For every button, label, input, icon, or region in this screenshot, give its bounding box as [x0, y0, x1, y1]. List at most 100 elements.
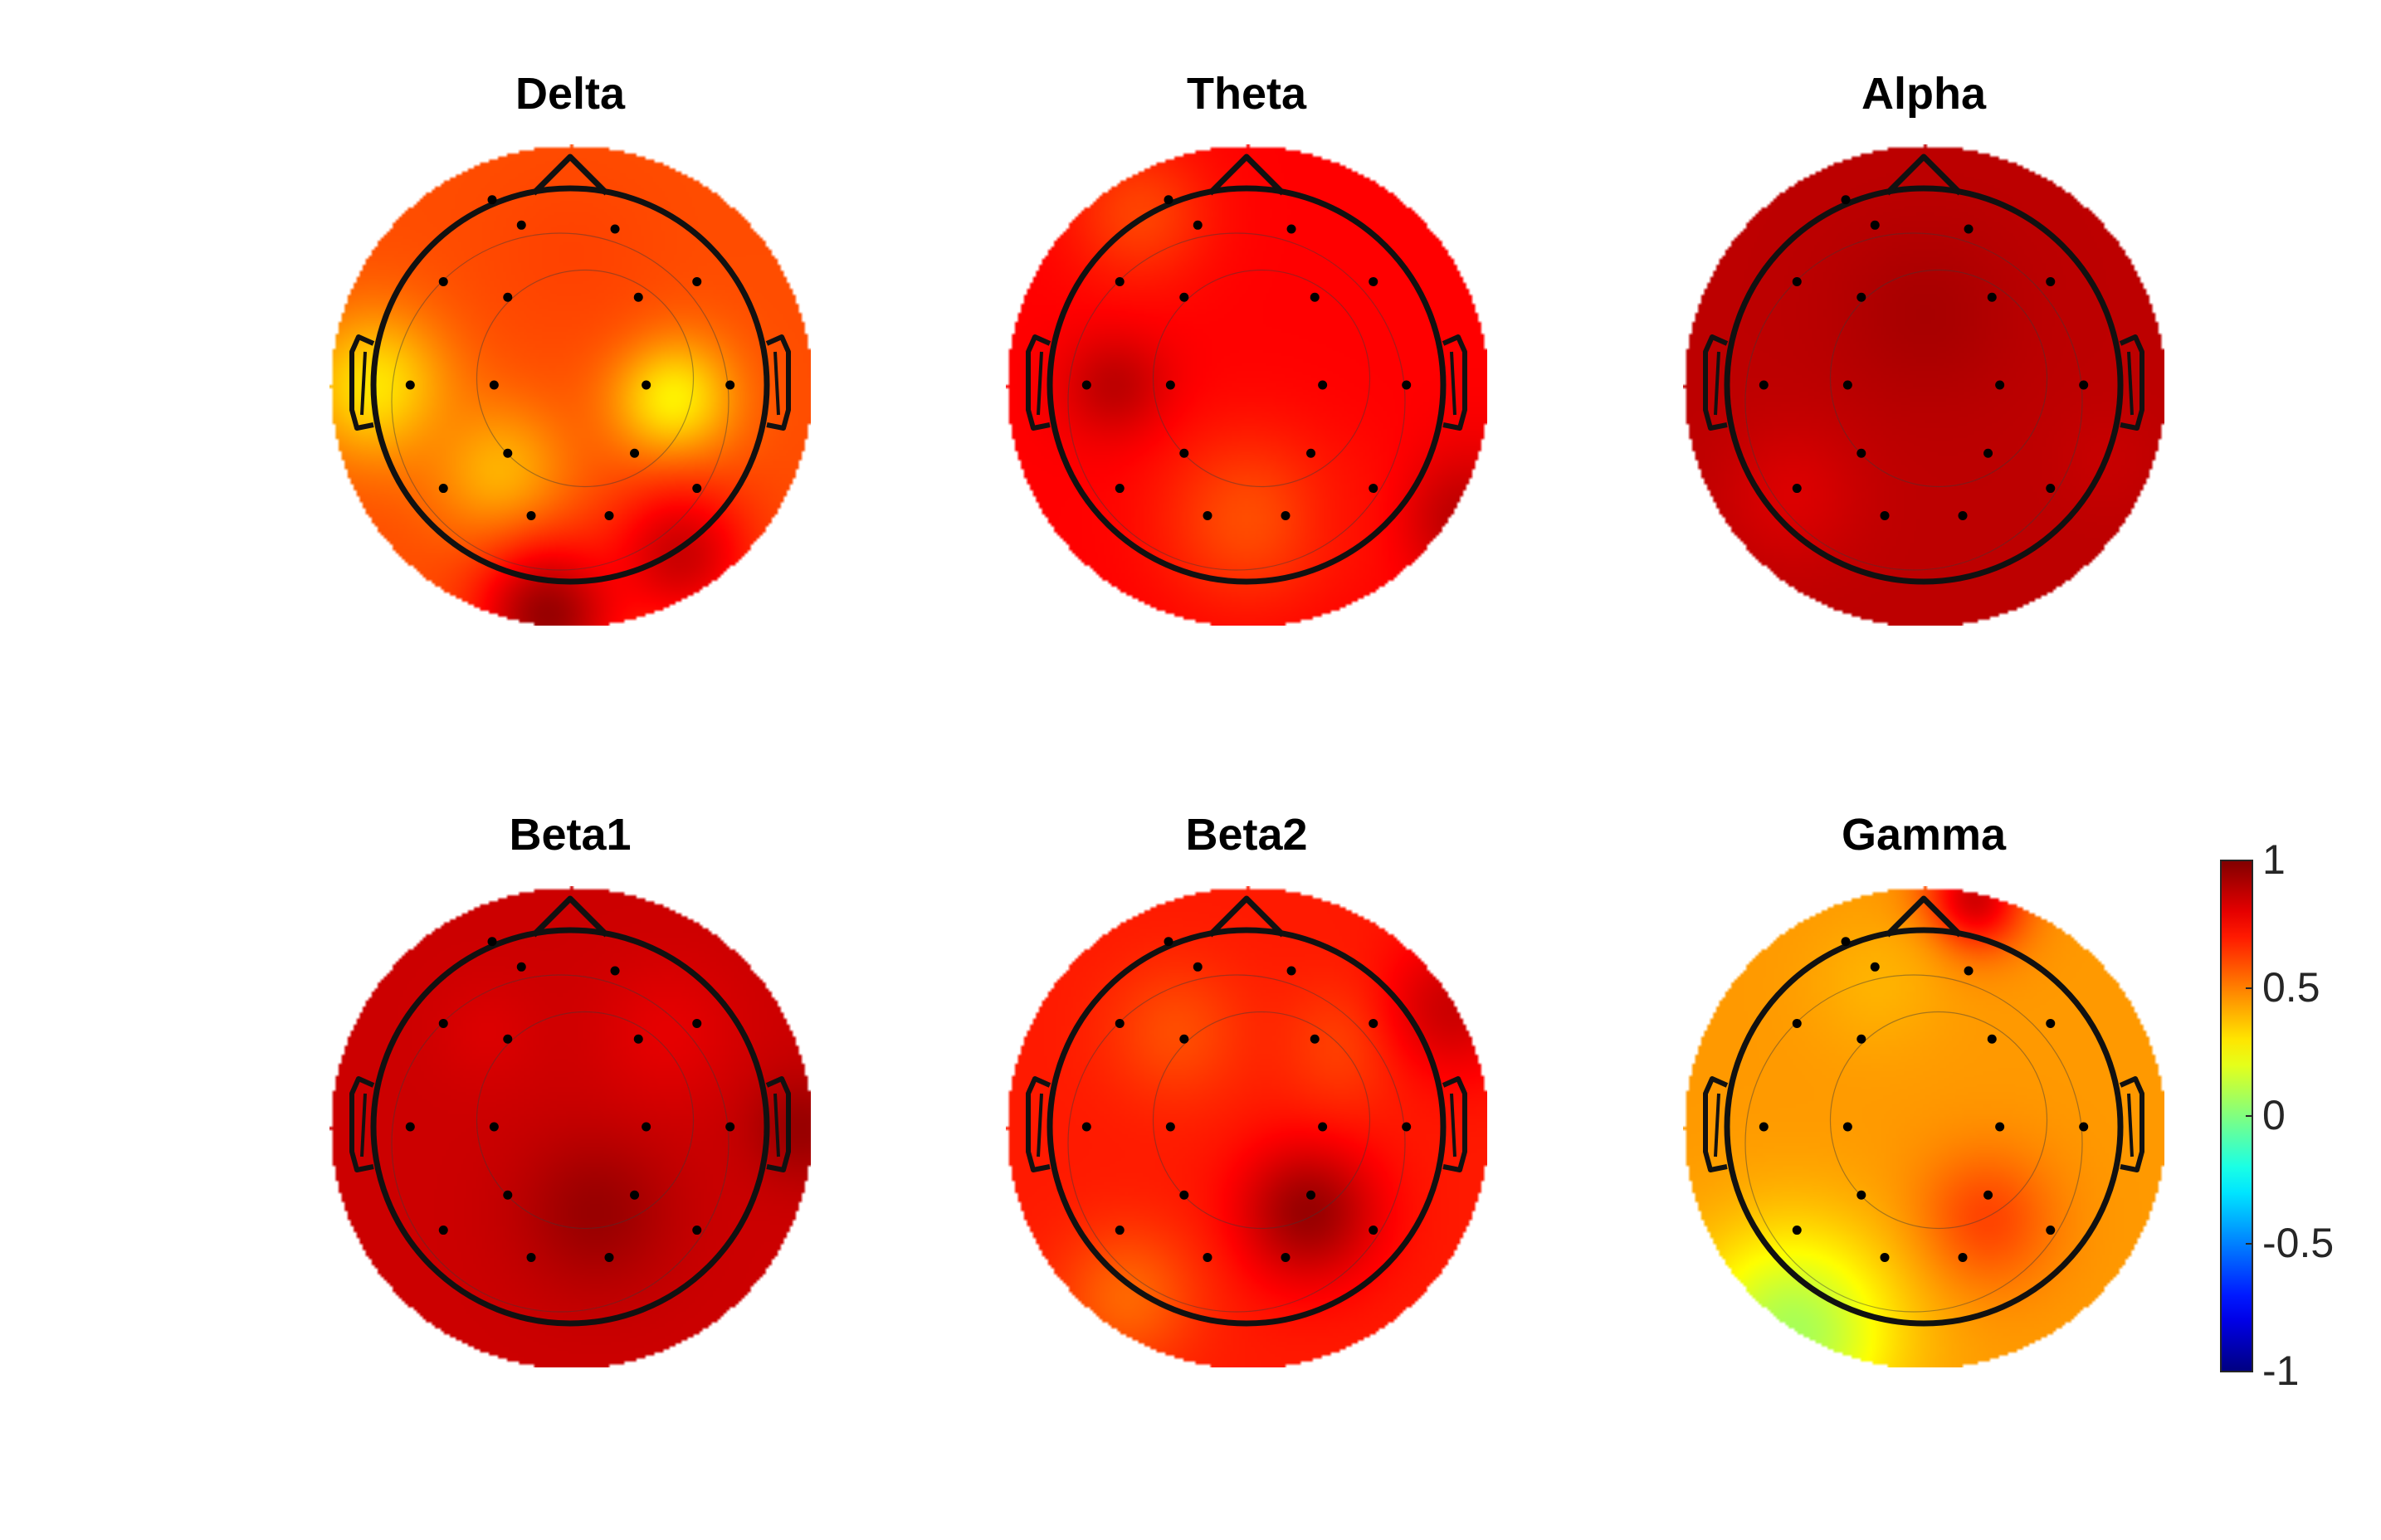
electrode-dot	[2046, 1226, 2056, 1235]
electrode-dot	[1792, 1018, 1802, 1028]
electrode-dot	[516, 962, 526, 972]
panel-title-gamma: Gamma	[1841, 810, 2007, 860]
electrode-dot	[1995, 380, 2005, 390]
electrode-dot	[1369, 276, 1378, 286]
right-ear-outline	[2119, 1076, 2144, 1172]
electrode-dot	[1856, 448, 1866, 458]
electrode-dot	[1369, 1226, 1378, 1235]
electrode-dot	[1310, 1034, 1320, 1044]
electrode-dot	[1792, 276, 1802, 286]
electrode-dot	[1164, 937, 1173, 947]
electrode-dot	[526, 1252, 536, 1262]
electrode-dot	[489, 1122, 499, 1132]
electrode-dot	[633, 1034, 643, 1044]
electrode-dot	[1995, 1122, 2005, 1132]
head-outline	[1047, 927, 1447, 1327]
colorbar-tick-label: 1	[2262, 836, 2286, 883]
panel-title-theta: Theta	[1186, 69, 1307, 119]
electrode-dot	[438, 1018, 448, 1028]
right-ear-outline	[765, 334, 791, 431]
electrode-dot	[503, 1034, 513, 1044]
electrode-dot	[1856, 1190, 1866, 1200]
topomap-alpha	[1683, 144, 2164, 626]
left-ear-outline	[1026, 1076, 1051, 1172]
electrode-dot	[1841, 937, 1851, 947]
ear-inner-line	[2127, 1093, 2134, 1157]
ear-inner-line	[1037, 1093, 1043, 1157]
electrode-dot	[1306, 1190, 1316, 1200]
left-ear-outline	[349, 334, 375, 431]
electrode-dot	[633, 292, 643, 302]
electrode-dot	[1115, 1226, 1125, 1235]
topoplot-alpha	[1683, 144, 2164, 626]
electrode-dot	[630, 448, 640, 458]
contour-line	[476, 269, 695, 488]
panel-title-delta: Delta	[515, 69, 626, 119]
panel-title-alpha: Alpha	[1861, 69, 1986, 119]
electrode-dot	[405, 380, 415, 390]
electrode-dot	[1842, 380, 1852, 390]
electrode-dot	[1870, 220, 1880, 230]
electrode-dot	[1164, 195, 1173, 205]
electrode-dot	[1193, 962, 1203, 972]
electrode-dot	[692, 1018, 702, 1028]
electrode-dot	[1179, 292, 1189, 302]
electrode-dot	[405, 1122, 415, 1132]
electrode-dot	[692, 1226, 702, 1235]
contour-line	[391, 974, 729, 1313]
electrode-dot	[526, 510, 536, 520]
electrode-dot	[1310, 292, 1320, 302]
electrode-dot	[1842, 1122, 1852, 1132]
ear-inner-line	[2127, 351, 2134, 416]
ear-inner-line	[773, 1093, 780, 1157]
electrode-dot	[2079, 380, 2089, 390]
topoplot-beta1	[329, 886, 811, 1367]
electrode-dot	[725, 1122, 735, 1132]
electrode-dot	[610, 224, 620, 234]
electrode-dot	[1286, 224, 1296, 234]
electrode-dot	[503, 448, 513, 458]
electrode-dot	[1318, 1122, 1328, 1132]
electrode-dot	[1286, 966, 1296, 976]
contour-line	[1744, 232, 2083, 571]
electrode-dot	[1203, 1252, 1212, 1262]
electrode-dot	[692, 484, 702, 494]
topomap-beta1	[329, 886, 811, 1367]
electrode-dot	[1759, 1122, 1769, 1132]
nose-outline	[531, 895, 609, 938]
electrode-dot	[1081, 380, 1091, 390]
head-outline	[1724, 927, 2124, 1327]
electrode-dot	[1203, 510, 1212, 520]
electrode-dot	[725, 380, 735, 390]
electrode-dot	[2046, 484, 2056, 494]
electrode-dot	[1369, 1018, 1378, 1028]
electrode-dot	[503, 1190, 513, 1200]
electrode-dot	[503, 292, 513, 302]
electrode-dot	[2046, 1018, 2056, 1028]
electrode-dot	[1792, 484, 1802, 494]
electrode-dot	[1281, 510, 1291, 520]
electrode-dot	[487, 937, 497, 947]
electrode-dot	[630, 1190, 640, 1200]
left-ear-outline	[1703, 334, 1729, 431]
head-outline	[1047, 185, 1447, 585]
contour-line	[1829, 269, 2048, 488]
electrode-dot	[438, 484, 448, 494]
topoplot-delta	[329, 144, 811, 626]
electrode-dot	[1964, 966, 1974, 976]
contour-line	[1152, 1011, 1371, 1230]
nose-outline	[1208, 154, 1286, 196]
nose-outline	[1885, 895, 1963, 938]
topomap-beta2	[1006, 886, 1487, 1367]
ear-inner-line	[360, 351, 367, 416]
electrode-dot	[1880, 1252, 1890, 1262]
ear-inner-line	[773, 351, 780, 416]
contour-line	[1067, 232, 1406, 571]
electrode-dot	[1081, 1122, 1091, 1132]
electrode-dot	[604, 510, 614, 520]
head-outline	[370, 927, 770, 1327]
ear-inner-line	[360, 1093, 367, 1157]
electrode-dot	[487, 195, 497, 205]
electrode-dot	[1870, 962, 1880, 972]
electrode-dot	[1841, 195, 1851, 205]
